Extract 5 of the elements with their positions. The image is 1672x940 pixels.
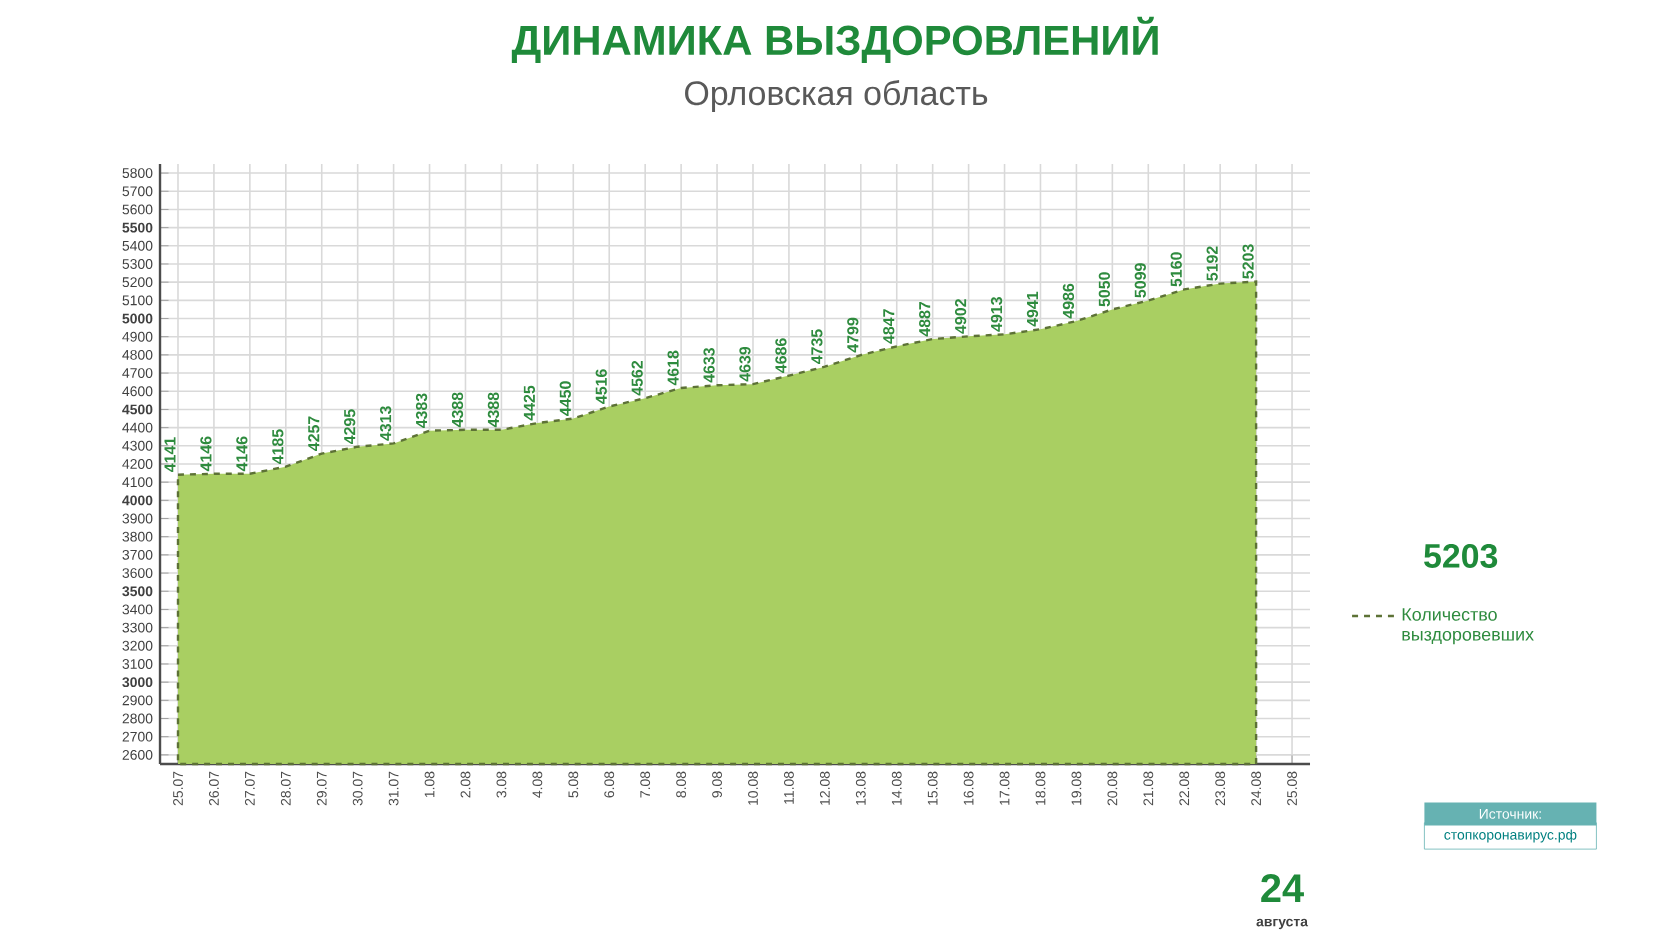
- chart-title: ДИНАМИКА ВЫЗДОРОВЛЕНИЙ: [511, 16, 1158, 64]
- text: 5203: [1424, 543, 1498, 568]
- legend-label: Количество выздоровевших: [1402, 608, 1534, 645]
- text: 24: [1261, 874, 1304, 902]
- chart-subtitle: Орловская область: [685, 80, 988, 112]
